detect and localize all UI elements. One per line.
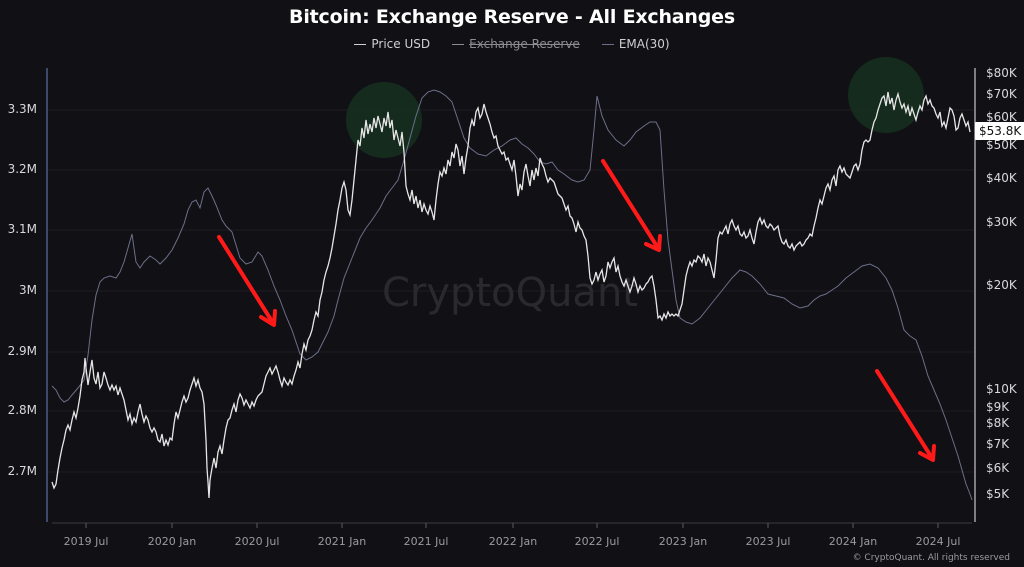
legend-label: EMA(30) <box>618 37 670 51</box>
ema30-line <box>51 89 973 501</box>
right-axis-tick: $8K <box>986 416 1010 430</box>
right-axis-tick: $30K <box>986 215 1017 229</box>
red-arrow-2022 <box>601 159 662 252</box>
right-axis-tick: $10K <box>986 382 1017 396</box>
right-axis-tick: $70K <box>986 87 1017 101</box>
copyright-text: © CryptoQuant. All rights reserved <box>852 553 1010 563</box>
x-axis-tick: 2019 Jul <box>63 535 109 548</box>
x-axis-tick: 2021 Jul <box>403 535 449 548</box>
x-axis-tick: 2022 Jul <box>574 535 620 548</box>
highlight-circle-2024 <box>848 57 924 133</box>
legend-item-exchange-reserve[interactable]: Exchange Reserve <box>452 37 580 51</box>
right-axis-tick: $5K <box>986 487 1010 501</box>
x-axis-tick: 2022 Jan <box>488 535 538 548</box>
x-axis-tick: 2020 Jul <box>234 535 280 548</box>
left-axis-tick: 3.2M <box>7 162 37 176</box>
legend-swatch-ema <box>601 43 614 45</box>
x-ticks <box>85 523 939 528</box>
right-axis-tick: $9K <box>986 400 1010 414</box>
right-axis-tick: $80K <box>986 66 1017 80</box>
price-usd-line <box>51 91 971 499</box>
legend-item-ema30[interactable]: EMA(30) <box>601 37 670 51</box>
left-axis-tick: 2.7M <box>7 464 37 478</box>
red-arrow-2020 <box>217 235 277 327</box>
legend-swatch-price <box>354 43 367 45</box>
left-axis-tick: 3.1M <box>7 222 37 236</box>
left-axis-tick: 2.9M <box>7 344 37 358</box>
right-axis-tick: $40K <box>986 171 1017 185</box>
right-axis-tick: $6K <box>986 461 1010 475</box>
x-axis-tick: 2023 Jul <box>745 535 791 548</box>
x-axis-tick: 2024 Jan <box>828 535 878 548</box>
watermark: CryptoQuant <box>382 270 638 316</box>
x-axis-tick: 2021 Jan <box>317 535 367 548</box>
last-price-label: $53.8K <box>975 122 1024 140</box>
right-axis-tick: $60K <box>986 110 1017 124</box>
gridlines <box>48 109 974 473</box>
legend-label: Price USD <box>371 37 431 51</box>
x-axis-tick: 2020 Jan <box>147 535 197 548</box>
x-axis-tick: 2023 Jan <box>658 535 708 548</box>
legend-label: Exchange Reserve <box>469 37 580 51</box>
left-axis-tick: 3.3M <box>7 102 37 116</box>
left-axis-tick: 3M <box>19 283 37 297</box>
x-axis-tick: 2024 Jul <box>915 535 961 548</box>
left-axis-tick: 2.8M <box>7 403 37 417</box>
chart-title: Bitcoin: Exchange Reserve - All Exchange… <box>289 6 735 28</box>
right-axis-tick: $20K <box>986 278 1017 292</box>
legend-swatch-reserve <box>452 43 465 45</box>
red-arrow-2024 <box>875 369 936 462</box>
legend-item-price-usd[interactable]: Price USD <box>354 37 430 51</box>
right-axis-tick: $7K <box>986 437 1010 451</box>
right-axis-tick: $50K <box>986 138 1017 152</box>
legend: Price USD Exchange Reserve EMA(30) <box>0 37 1024 51</box>
